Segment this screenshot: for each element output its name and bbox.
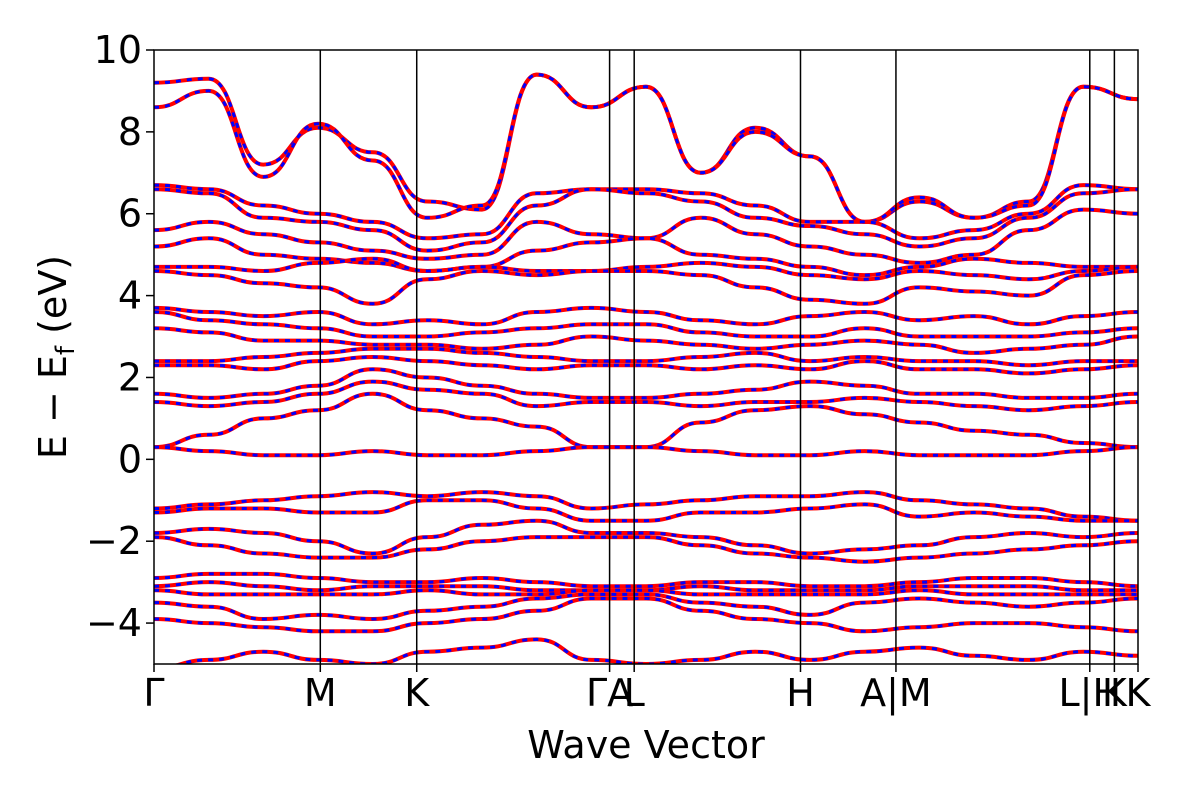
y-axis-title-unit: (eV) bbox=[31, 255, 75, 346]
y-tick-label: 10 bbox=[94, 28, 142, 72]
x-tick-label: M bbox=[304, 671, 337, 715]
band-1-blue bbox=[154, 73, 1138, 224]
y-tick-label: 6 bbox=[118, 192, 142, 236]
y-tick-label: 8 bbox=[118, 110, 142, 154]
band-3-blue bbox=[154, 187, 1138, 253]
band-20-blue bbox=[154, 535, 1138, 564]
band-13-blue bbox=[154, 367, 1138, 400]
high-symmetry-lines bbox=[319, 50, 1116, 664]
y-axis-ticks: 10 8 6 4 2 0 −2 −4 bbox=[86, 28, 154, 645]
plot-frame bbox=[153, 49, 1139, 665]
x-axis-title: Wave Vector bbox=[527, 723, 765, 767]
band-21-red bbox=[154, 571, 1138, 589]
band-0-blue bbox=[154, 73, 1138, 224]
band-2-blue bbox=[154, 183, 1138, 240]
band-24-blue bbox=[154, 592, 1138, 621]
x-axis-ticks: Γ M K ΓAL H A|M L|HKK bbox=[143, 664, 1152, 716]
y-tick-label: −4 bbox=[86, 601, 142, 645]
x-tick-label: L bbox=[624, 671, 645, 715]
band-26-blue bbox=[175, 637, 1138, 664]
band-9-blue bbox=[154, 310, 1138, 338]
x-tick-label: H bbox=[786, 671, 815, 715]
band-17-red bbox=[154, 490, 1138, 523]
band-10-red bbox=[154, 326, 1138, 355]
band-12-blue bbox=[154, 355, 1138, 375]
band-19-blue bbox=[154, 519, 1138, 555]
x-tick-label: K bbox=[404, 671, 430, 715]
x-tick-label: ΓA bbox=[586, 671, 633, 715]
x-tick-label: K bbox=[1102, 671, 1128, 715]
x-tick-label: K bbox=[1126, 671, 1152, 715]
y-tick-label: −2 bbox=[86, 519, 142, 563]
band-18-blue bbox=[154, 498, 1138, 523]
x-tick-label: A|M bbox=[860, 671, 932, 716]
band-14-blue bbox=[154, 380, 1138, 412]
band-11-red bbox=[154, 346, 1138, 368]
y-tick-label: 0 bbox=[118, 437, 142, 481]
band-1-red bbox=[154, 72, 1138, 224]
y-tick-label: 4 bbox=[118, 274, 142, 318]
band-8-blue bbox=[154, 306, 1138, 326]
band-5-blue bbox=[154, 236, 1138, 277]
band-16-red bbox=[154, 445, 1138, 458]
y-tick-label: 2 bbox=[118, 355, 142, 399]
band-25-blue bbox=[154, 597, 1138, 633]
x-tick-label: Γ bbox=[143, 671, 164, 715]
band-17-blue bbox=[154, 490, 1138, 523]
x-tick-label: L|H bbox=[1059, 671, 1122, 716]
band-23-red bbox=[154, 588, 1138, 597]
band-6-blue bbox=[154, 257, 1138, 281]
bands-layer bbox=[154, 72, 1138, 664]
y-axis-title-main: E − E bbox=[31, 355, 75, 459]
band-4-blue bbox=[154, 208, 1138, 265]
band-10-blue bbox=[154, 326, 1138, 355]
y-axis-title: E − Ef (eV) bbox=[31, 255, 81, 459]
band-0-red bbox=[154, 72, 1138, 224]
band-8-red bbox=[154, 305, 1138, 327]
band-7-blue bbox=[154, 269, 1138, 306]
y-axis-title-sub: f bbox=[51, 345, 81, 355]
